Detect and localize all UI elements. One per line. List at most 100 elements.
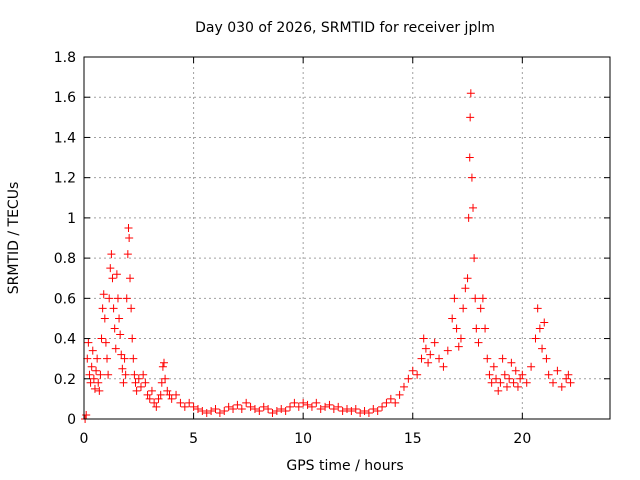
- data-point: [516, 374, 525, 383]
- data-point: [424, 358, 433, 367]
- data-point: [505, 374, 514, 383]
- data-point: [103, 354, 112, 363]
- data-point: [466, 89, 475, 98]
- data-point: [500, 370, 509, 379]
- data-point: [134, 374, 143, 383]
- data-point: [250, 404, 259, 413]
- data-point: [378, 402, 387, 411]
- data-point: [459, 304, 468, 313]
- data-point: [167, 394, 176, 403]
- data-point: [351, 404, 360, 413]
- data-point: [399, 382, 408, 391]
- data-point: [96, 370, 105, 379]
- data-point: [129, 354, 138, 363]
- data-point: [316, 404, 325, 413]
- data-point: [154, 394, 163, 403]
- data-point: [198, 406, 207, 415]
- data-point: [507, 358, 516, 367]
- data-point: [180, 402, 189, 411]
- data-point: [464, 213, 473, 222]
- data-point: [395, 390, 404, 399]
- data-point: [83, 354, 92, 363]
- data-point: [268, 408, 277, 417]
- data-point: [281, 406, 290, 415]
- data-point: [312, 398, 321, 407]
- data-point: [448, 314, 457, 323]
- data-point: [369, 404, 378, 413]
- data-point: [467, 173, 476, 182]
- data-point: [303, 400, 312, 409]
- data-point: [527, 362, 536, 371]
- data-point: [456, 334, 465, 343]
- data-point: [131, 378, 140, 387]
- data-point: [157, 378, 166, 387]
- data-point: [130, 370, 139, 379]
- data-point: [94, 378, 103, 387]
- data-point: [113, 294, 122, 303]
- data-point: [430, 338, 439, 347]
- data-point: [299, 398, 308, 407]
- data-point: [110, 324, 119, 333]
- data-point: [474, 338, 483, 347]
- data-point: [334, 402, 343, 411]
- data-point: [325, 400, 334, 409]
- data-point: [145, 394, 154, 403]
- data-point: [454, 342, 463, 351]
- data-point: [109, 304, 118, 313]
- data-point: [531, 334, 540, 343]
- data-point: [128, 334, 137, 343]
- data-point: [84, 338, 93, 347]
- data-point: [215, 408, 224, 417]
- data-point: [105, 294, 114, 303]
- y-tick-label: 1.6: [54, 90, 76, 106]
- data-point: [172, 390, 181, 399]
- data-point: [404, 374, 413, 383]
- data-point: [255, 406, 264, 415]
- data-point: [98, 304, 107, 313]
- data-point: [343, 404, 351, 413]
- data-point: [193, 404, 202, 413]
- data-point: [99, 290, 108, 299]
- data-point: [382, 398, 391, 407]
- data-point: [489, 362, 498, 371]
- x-tick-label: 5: [189, 431, 198, 447]
- data-point: [147, 386, 156, 395]
- y-tick-label: 1.4: [54, 130, 76, 146]
- data-point: [386, 394, 395, 403]
- data-point: [123, 250, 132, 259]
- data-point: [321, 402, 330, 411]
- data-point: [92, 366, 101, 375]
- data-point: [544, 370, 553, 379]
- data-point: [112, 270, 121, 279]
- data-point: [277, 404, 286, 413]
- data-point: [518, 370, 527, 379]
- y-tick-label: 0.6: [54, 291, 76, 307]
- data-point: [502, 382, 511, 391]
- data-point: [417, 354, 426, 363]
- data-point: [233, 400, 242, 409]
- data-point: [463, 274, 472, 283]
- y-axis-label: SRMTID / TECUs: [6, 182, 22, 295]
- data-point: [101, 338, 110, 347]
- data-point: [156, 390, 165, 399]
- data-point: [373, 406, 382, 415]
- data-point: [176, 398, 185, 407]
- data-point: [237, 404, 246, 413]
- data-point: [132, 386, 141, 395]
- data-point: [329, 404, 338, 413]
- plot-frame: [83, 56, 611, 420]
- x-tick-label: 0: [80, 431, 89, 447]
- x-tick-label: 10: [294, 431, 312, 447]
- data-point: [87, 362, 96, 371]
- data-point: [452, 324, 461, 333]
- axis-ticks: 0 0.2 0.4 0.6 0.8 1 1.2 1.4 1.6 1.8 0 5 10 15 20: [54, 50, 610, 447]
- data-point: [466, 113, 475, 122]
- data-point: [443, 346, 452, 355]
- data-point: [542, 354, 551, 363]
- data-point: [476, 304, 485, 313]
- data-point: [108, 274, 117, 283]
- data-point: [439, 362, 448, 371]
- data-point: [120, 354, 129, 363]
- data-point: [294, 402, 303, 411]
- data-point: [511, 366, 520, 375]
